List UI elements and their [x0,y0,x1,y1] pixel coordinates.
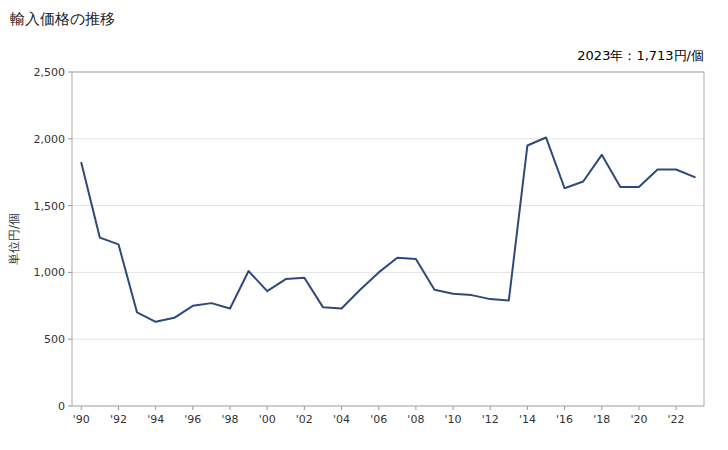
grid-line [72,339,704,340]
grid-line [72,272,704,273]
x-tick-label: '06 [370,413,387,426]
y-tick [68,138,72,139]
y-tick-label: 500 [44,333,65,346]
x-tick-labels: '90 '92 '94 '96 '98 '00 '02 '04 '06 '08 '10 '12 '14 '… [73,406,685,426]
x-tick [118,406,119,410]
y-tick-label: 2,500 [34,66,66,79]
plot-frame [72,72,704,406]
y-tick [68,272,72,273]
x-tick-label: '08 [407,413,424,426]
x-tick [564,406,565,410]
y-tick-label: 1,000 [34,266,66,279]
title: 輸入価格の推移 [10,10,115,28]
x-tick-label: '98 [221,413,238,426]
y-tick-label: 0 [58,400,65,413]
y-grid [72,72,704,406]
y-tick [68,72,72,73]
chart: 輸入価格の推移 2023年：1,713円/個 0 500 1,000 1,500 2,000… [0,0,728,450]
x-tick-label: '12 [482,413,499,426]
grid-line [72,205,704,206]
line [81,137,694,321]
y-tick [68,406,72,407]
x-tick [230,406,231,410]
x-tick-label: '14 [519,413,536,426]
x-tick [676,406,677,410]
y-tick [68,205,72,206]
y-axis-label: 単位円/個 [7,213,21,265]
x-tick-label: '02 [296,413,313,426]
grid-line [72,138,704,139]
x-tick-label: '94 [147,413,164,426]
y-tick-labels: 0 500 1,000 1,500 2,000 2,500 [34,66,73,413]
x-tick [638,406,639,410]
x-tick [192,406,193,410]
x-tick [415,406,416,410]
y-tick-label: 1,500 [34,200,66,213]
x-tick-label: '04 [333,413,350,426]
y-tick [68,339,72,340]
x-tick-label: '90 [73,413,90,426]
series [81,137,694,321]
x-tick-label: '16 [556,413,573,426]
x-tick-label: '10 [445,413,462,426]
x-tick [378,406,379,410]
annotation: 2023年：1,713円/個 [577,48,704,63]
x-tick-label: '20 [630,413,647,426]
x-tick [267,406,268,410]
x-tick-label: '22 [668,413,685,426]
x-tick [527,406,528,410]
x-tick [341,406,342,410]
x-tick-label: '00 [259,413,276,426]
x-tick [453,406,454,410]
x-tick [490,406,491,410]
x-tick-label: '18 [593,413,610,426]
y-tick-label: 2,000 [34,133,66,146]
x-tick [601,406,602,410]
x-tick-label: '96 [184,413,201,426]
x-tick [81,406,82,410]
x-tick [155,406,156,410]
x-tick-label: '92 [110,413,127,426]
x-tick [304,406,305,410]
